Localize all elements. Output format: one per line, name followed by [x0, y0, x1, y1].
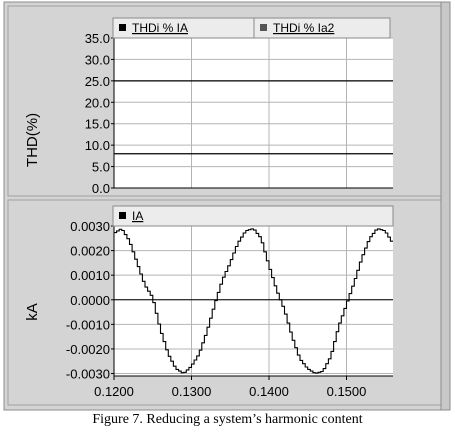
current-xtick-label: 0.1400 [249, 384, 289, 399]
current-ytick-label: 0.0020 [70, 244, 110, 259]
legend-label-thdi-ia2: THDi % Ia2 [273, 21, 335, 35]
legend-box-thdi-ia2 [253, 17, 391, 39]
legend-label-thdi-ia: THDi % IA [132, 21, 188, 35]
thd-ytick-label: 30.0 [85, 52, 110, 67]
legend-label-ia: IA [132, 209, 143, 223]
thd-ytick-label: 5.0 [92, 160, 110, 175]
current-ytick-label: 0.0000 [70, 293, 110, 308]
figure-caption: Figure 7. Reducing a system’s harmonic c… [92, 412, 363, 427]
current-xtick-label: 0.1300 [172, 384, 212, 399]
current-ytick-label: 0.0010 [70, 268, 110, 283]
current-legend: IA [112, 205, 394, 227]
thd-legend: THDi % IA THDi % Ia2 [112, 17, 391, 39]
thd-ytick-label: 0.0 [92, 181, 110, 196]
legend-marker-thdi-ia [119, 24, 126, 31]
current-xtick-label: 0.1200 [94, 384, 134, 399]
thd-ytick-label: 25.0 [85, 74, 110, 89]
thd-chart: 35.0 30.0 25.0 20.0 15.0 10.0 5.0 0.0 THD(%) TH… [24, 17, 393, 196]
thd-ytick-label: 10.0 [85, 138, 110, 153]
thd-ylabel: THD(%) [24, 113, 41, 167]
legend-marker-ia [119, 212, 126, 219]
thd-plot-area [114, 38, 393, 188]
current-xtick-label: 0.1500 [327, 384, 367, 399]
legend-marker-thdi-ia2 [260, 24, 267, 31]
thd-ytick-label: 20.0 [85, 95, 110, 110]
current-ylabel: kA [24, 303, 41, 321]
current-plot-area [114, 226, 393, 376]
current-chart: 0.0030 0.0020 0.0010 0.0000 -0.0010 -0.0020 -0… [24, 205, 394, 399]
current-ytick-label: 0.0030 [70, 219, 110, 234]
current-ytick-label: -0.0010 [66, 317, 110, 332]
current-ytick-label: -0.0020 [66, 342, 110, 357]
current-ytick-label: -0.0030 [66, 367, 110, 382]
current-series-ia-line [114, 228, 393, 374]
thd-ytick-label: 35.0 [85, 31, 110, 46]
thd-ytick-label: 15.0 [85, 117, 110, 132]
legend-box-ia [112, 205, 394, 227]
right-edge-trim [440, 1, 451, 411]
